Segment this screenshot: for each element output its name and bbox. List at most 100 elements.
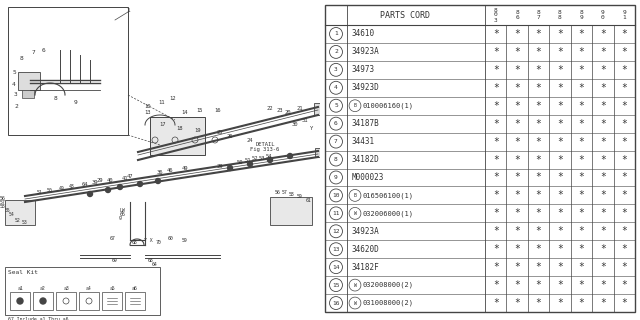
Circle shape	[330, 135, 342, 148]
Text: *: *	[621, 65, 627, 75]
Text: *: *	[514, 244, 520, 254]
Circle shape	[349, 100, 361, 112]
Text: *: *	[536, 298, 541, 308]
Text: *: *	[536, 83, 541, 93]
Text: *: *	[621, 172, 627, 182]
Text: Seal Kit: Seal Kit	[8, 270, 38, 276]
Text: *: *	[579, 47, 584, 57]
Text: *: *	[557, 83, 563, 93]
Bar	[18, 72, 40, 90]
Text: *: *	[493, 137, 499, 147]
Text: 032008000(2): 032008000(2)	[363, 282, 414, 288]
Text: *: *	[600, 190, 606, 200]
Text: *: *	[600, 208, 606, 218]
Text: *: *	[579, 298, 584, 308]
Text: 016506100(1): 016506100(1)	[363, 192, 414, 199]
Bar	[125, 292, 145, 310]
Text: *: *	[514, 226, 520, 236]
Text: 9: 9	[334, 175, 338, 180]
Text: *: *	[536, 280, 541, 290]
Text: 34923D: 34923D	[352, 83, 380, 92]
Circle shape	[330, 45, 342, 58]
Circle shape	[330, 225, 342, 238]
Text: *: *	[536, 208, 541, 218]
Circle shape	[330, 189, 342, 202]
Text: *: *	[621, 244, 627, 254]
Text: 50: 50	[237, 159, 243, 164]
Bar	[22, 90, 34, 98]
Text: 53: 53	[22, 220, 28, 225]
Bar	[79, 292, 99, 310]
Text: *: *	[579, 101, 584, 111]
Text: 11: 11	[159, 100, 165, 105]
Text: B: B	[353, 193, 356, 198]
Text: *: *	[536, 190, 541, 200]
Text: PARTS CORD: PARTS CORD	[380, 11, 430, 20]
Circle shape	[330, 153, 342, 166]
Text: 36: 36	[157, 170, 163, 174]
Text: 13: 13	[145, 109, 151, 115]
Text: *: *	[514, 137, 520, 147]
Text: 15: 15	[332, 283, 340, 288]
Text: 1: 1	[126, 7, 130, 12]
Text: 59: 59	[297, 195, 303, 199]
Circle shape	[287, 154, 292, 158]
Text: *: *	[621, 137, 627, 147]
Text: 24: 24	[247, 138, 253, 142]
Text: 60: 60	[167, 236, 173, 241]
Text: *: *	[621, 29, 627, 39]
Bar	[33, 292, 53, 310]
Bar	[56, 292, 76, 310]
Text: *: *	[557, 65, 563, 75]
Text: *: *	[621, 119, 627, 129]
Text: 51: 51	[244, 157, 252, 163]
Text: 7: 7	[32, 51, 36, 55]
Text: *: *	[579, 190, 584, 200]
Text: *: *	[621, 226, 627, 236]
Text: *: *	[493, 190, 499, 200]
Text: 2: 2	[334, 49, 338, 54]
Text: *: *	[600, 155, 606, 164]
Text: 54: 54	[9, 212, 15, 218]
Text: 30: 30	[292, 123, 298, 127]
Text: 8
8: 8 8	[558, 10, 562, 20]
Text: *: *	[536, 244, 541, 254]
Text: *: *	[621, 155, 627, 164]
Text: 57: 57	[282, 190, 288, 196]
Text: *: *	[493, 101, 499, 111]
Text: 20: 20	[285, 109, 291, 115]
Text: 14: 14	[182, 109, 188, 115]
Text: *: *	[621, 298, 627, 308]
Text: *: *	[600, 101, 606, 111]
Text: *: *	[579, 83, 584, 93]
Text: *: *	[600, 137, 606, 147]
Circle shape	[349, 207, 361, 219]
Text: 31: 31	[301, 117, 308, 123]
Text: 6: 6	[334, 121, 338, 126]
Circle shape	[17, 298, 23, 304]
Text: a4: a4	[86, 286, 92, 292]
Text: 15: 15	[196, 108, 204, 113]
Text: *: *	[514, 155, 520, 164]
Text: 66: 66	[119, 212, 125, 217]
Text: *: *	[536, 65, 541, 75]
Text: a1: a1	[17, 286, 23, 292]
Text: *: *	[621, 190, 627, 200]
Text: 48: 48	[69, 183, 75, 188]
Text: 39: 39	[92, 180, 99, 186]
Text: 67: 67	[109, 236, 115, 241]
Circle shape	[330, 28, 342, 40]
Text: 032006000(1): 032006000(1)	[363, 210, 414, 217]
Text: *: *	[600, 119, 606, 129]
Text: *: *	[493, 244, 499, 254]
Text: *: *	[536, 119, 541, 129]
Circle shape	[330, 171, 342, 184]
Text: 69: 69	[112, 258, 118, 262]
Text: a5: a5	[109, 286, 115, 292]
Text: *: *	[557, 244, 563, 254]
Text: 23: 23	[276, 108, 284, 113]
Text: 8
9: 8 9	[580, 10, 583, 20]
Text: *: *	[579, 172, 584, 182]
Text: *: *	[536, 101, 541, 111]
Text: 25: 25	[217, 130, 223, 134]
